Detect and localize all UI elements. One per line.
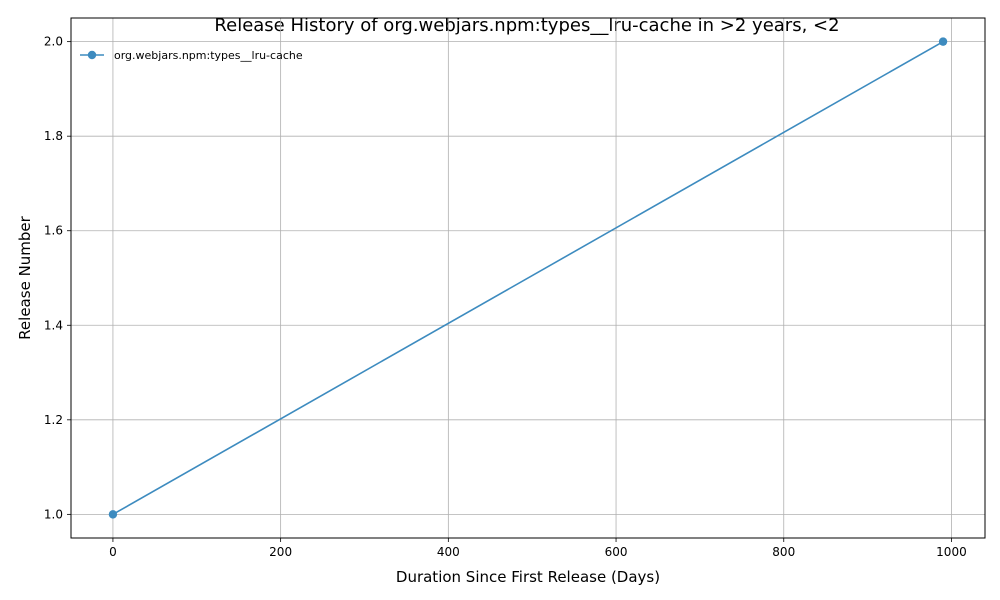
series-line [112,40,944,516]
x-axis-label: Duration Since First Release (Days) [396,568,660,586]
legend: org.webjars.npm:types__lru-cache [80,49,303,62]
chart-title: Release History of org.webjars.npm:types… [214,15,839,36]
grid-lines [71,18,985,538]
x-tick-label: 200 [269,545,292,559]
x-tick-label: 600 [605,545,628,559]
y-tick-label: 1.2 [44,413,63,427]
x-tick-label: 800 [772,545,795,559]
series-layer [108,37,948,519]
x-tick-label: 400 [437,545,460,559]
data-point [938,37,948,46]
y-tick-label: 2.0 [44,35,63,49]
y-axis-label: Release Number [16,215,34,339]
legend-marker-swatch [87,50,97,60]
x-tick-label: 1000 [936,545,967,559]
x-tick-label: 0 [109,545,117,559]
data-point [108,510,118,519]
y-tick-label: 1.0 [44,507,63,521]
y-tick-label: 1.8 [44,129,63,143]
plot-frame [70,17,986,539]
axis-ticks: 0 200 400 600 800 1000 1.0 1.2 1.4 1.6 1.8 2.0 [44,35,967,559]
y-tick-label: 1.4 [44,318,63,332]
legend-label: org.webjars.npm:types__lru-cache [114,49,303,62]
y-tick-label: 1.6 [44,224,63,238]
